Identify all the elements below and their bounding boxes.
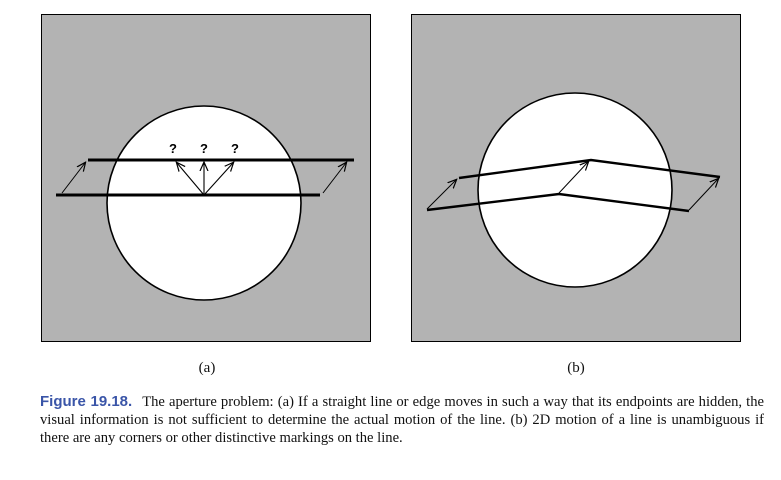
caption-text: The aperture problem: (a) If a straight … bbox=[40, 394, 764, 446]
cornered-line-initial bbox=[426, 192, 690, 213]
motion-arrow-corner bbox=[558, 162, 588, 194]
aperture-circle bbox=[477, 92, 673, 288]
question-mark-left: ? bbox=[169, 141, 177, 156]
motion-arrow-left-end bbox=[426, 180, 456, 210]
figure-number: Figure 19.18. bbox=[40, 393, 133, 410]
endpoint-motion-arrow-left bbox=[61, 163, 85, 194]
cornered-line-moved bbox=[458, 158, 721, 180]
aperture-circle bbox=[106, 105, 302, 301]
panel-a-diagram: ? ? ? bbox=[41, 14, 371, 342]
ambiguous-motion-arrow-left bbox=[177, 163, 205, 196]
endpoint-motion-arrow-right bbox=[322, 163, 346, 194]
panel-b-label: (b) bbox=[567, 360, 585, 376]
panel-a-label: (a) bbox=[198, 360, 216, 376]
motion-arrow-right-end bbox=[688, 179, 718, 211]
ambiguous-motion-arrow-right bbox=[203, 163, 233, 196]
question-mark-right: ? bbox=[231, 141, 239, 156]
panel-b-diagram bbox=[411, 14, 741, 342]
figure-caption: Figure 19.18. The aperture problem: (a) I… bbox=[40, 393, 764, 447]
question-mark-center: ? bbox=[200, 141, 208, 156]
